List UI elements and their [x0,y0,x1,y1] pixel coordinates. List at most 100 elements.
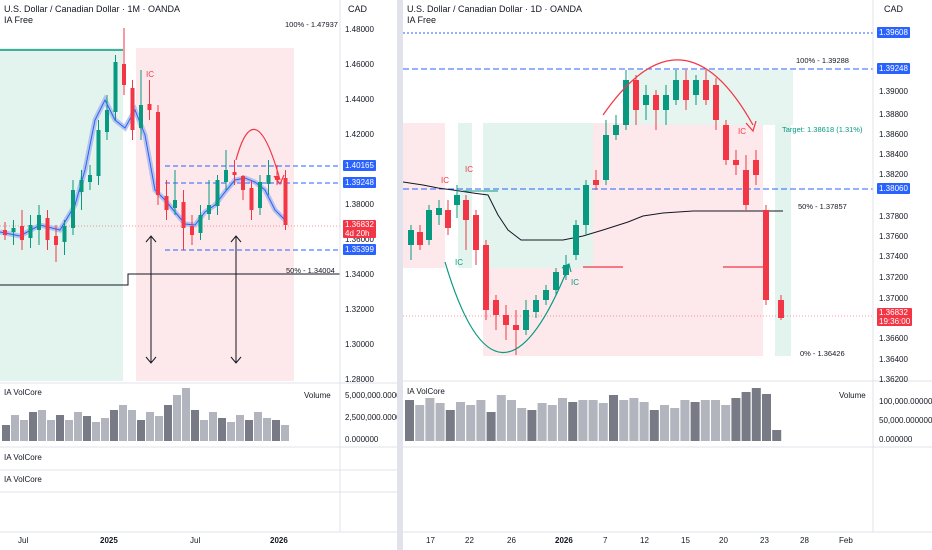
volume-bar [527,410,537,441]
volcore-label[interactable]: IA VolCore [4,388,42,397]
candle-body [673,80,679,100]
volume-bar [598,403,608,441]
ic-marker: IC [441,176,449,185]
volume-bar [29,412,37,441]
volume-bar [200,420,208,441]
y-tick: 1.38000 [345,200,374,209]
candle-body [778,300,784,318]
volume-bar [128,410,136,441]
candle-body [3,230,7,235]
x-tick: 26 [507,536,516,545]
volume-bar [65,420,73,441]
vol-tick: 50,000.000000 [879,416,932,425]
x-tick: Jul [18,536,29,545]
candle-body [105,110,109,132]
volume-bar [425,398,435,441]
fib-0-label: 0% - 1.36426 [800,349,845,358]
x-tick: 17 [426,536,435,545]
currency-label[interactable]: CAD [348,4,368,14]
candle-body [623,80,629,125]
y-tick: 1.42000 [345,130,374,139]
x-tick: 2026 [270,536,288,545]
candle-body [563,265,569,275]
volcore-label[interactable]: IA VolCore [407,387,445,396]
price-tag-1: 1.40165 [343,160,376,171]
volume-bar [731,398,741,441]
current-price: 1.36832 [879,308,908,317]
y-tick: 1.28000 [345,375,374,384]
vol-tick: 5,000,000.000000 [345,391,397,400]
midline-step [403,181,783,241]
y-tick: 1.37200 [879,273,908,282]
candle-body [88,175,92,182]
monthly-chart-canvas[interactable] [0,0,397,550]
vol-tick: 0.000000 [879,435,913,444]
volume-bar [456,402,465,441]
candle-body [417,232,423,245]
candle-body [190,226,194,235]
volume-bar [435,403,445,441]
y-tick: 1.37000 [879,294,908,303]
volume-bar [236,415,244,441]
volume-bar [690,402,700,441]
volcore-label-3[interactable]: IA VolCore [4,475,42,484]
y-tick: 1.38400 [879,150,908,159]
volume-bar [209,412,217,441]
volume-bar [20,420,28,441]
volume-bar [762,394,771,441]
x-tick: 22 [465,536,474,545]
candle-body [426,210,432,240]
candle-body [232,172,237,175]
candle-body [743,170,749,205]
volume-bar [263,418,271,441]
candle-body [224,170,228,182]
indicator-name[interactable]: IA Free [4,15,34,25]
candle-body [130,88,135,130]
y-tick: 1.39000 [879,87,908,96]
midline-step [0,273,340,286]
volume-bar [137,420,145,441]
fib-100-label: 100% - 1.47937 [285,20,338,29]
countdown: 19:36:00 [879,317,911,326]
volume-bar [588,400,598,441]
daily-chart-canvas[interactable] [403,0,932,550]
symbol-title[interactable]: U.S. Dollar / Canadian Dollar · 1M · OAN… [4,4,181,14]
indicator-name[interactable]: IA Free [407,15,437,25]
chart-header: U.S. Dollar / Canadian Dollar · 1M · OAN… [4,4,180,26]
daily-chart-pane[interactable]: U.S. Dollar / Canadian Dollar · 1D · OAN… [403,0,932,550]
target-label: Target: 1.38618 (1.31%) [782,125,863,134]
volcore-label-2[interactable]: IA VolCore [4,453,42,462]
volume-bar [182,388,190,441]
volume-bar [254,412,262,441]
pane-splitter[interactable] [397,0,403,550]
volume-bar [191,410,199,441]
current-price-tag: 1.36832 4d 20h [343,220,376,238]
volume-bar [466,405,476,441]
y-tick: 1.38600 [879,130,908,139]
volume-bar [281,425,289,441]
candle-body [613,125,619,135]
y-tick: 1.36600 [879,334,908,343]
candle-body [249,188,254,210]
volume-bar [146,412,154,441]
candle-body [583,185,589,225]
currency-label[interactable]: CAD [884,4,904,14]
candle-body [703,80,709,100]
vol-tick: 100,000.000000 [879,397,932,406]
x-tick: 2026 [555,536,573,545]
ic-marker: IC [465,165,473,174]
candle-body [173,200,177,208]
candle-body [663,95,669,110]
candle-body [113,62,118,112]
volume-label: Volume [304,391,331,400]
monthly-chart-pane[interactable]: U.S. Dollar / Canadian Dollar · 1M · OAN… [0,0,397,550]
x-tick: 20 [719,536,728,545]
volume-bar [476,400,486,441]
volume-bar [405,400,414,441]
candle-body [543,290,549,300]
y-tick: 1.37400 [879,252,908,261]
symbol-title[interactable]: U.S. Dollar / Canadian Dollar · 1D · OAN… [407,4,583,14]
y-tick: 1.37800 [879,212,908,221]
volume-bar [700,400,710,441]
candle-body [181,202,186,228]
